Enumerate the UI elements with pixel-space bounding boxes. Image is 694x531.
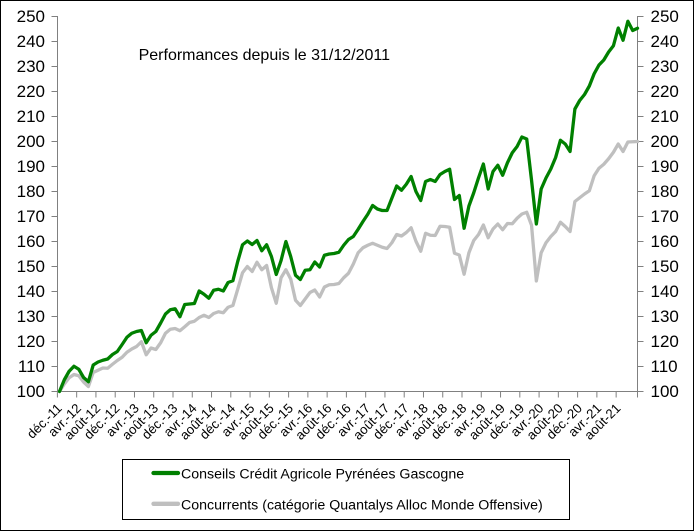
svg-text:160: 160 xyxy=(17,232,45,251)
svg-text:210: 210 xyxy=(651,107,679,126)
svg-text:140: 140 xyxy=(17,282,45,301)
svg-text:240: 240 xyxy=(651,32,679,51)
svg-text:110: 110 xyxy=(18,357,45,376)
svg-text:220: 220 xyxy=(17,82,45,101)
svg-text:100: 100 xyxy=(651,382,679,401)
svg-text:120: 120 xyxy=(651,332,679,351)
svg-text:130: 130 xyxy=(651,307,679,326)
svg-text:180: 180 xyxy=(651,182,679,201)
svg-text:230: 230 xyxy=(651,57,679,76)
svg-text:100: 100 xyxy=(17,382,45,401)
svg-text:180: 180 xyxy=(17,182,45,201)
svg-text:230: 230 xyxy=(17,57,45,76)
svg-text:110: 110 xyxy=(651,357,678,376)
svg-text:130: 130 xyxy=(17,307,45,326)
svg-text:250: 250 xyxy=(17,7,45,26)
svg-text:170: 170 xyxy=(651,207,679,226)
svg-text:210: 210 xyxy=(17,107,45,126)
svg-text:200: 200 xyxy=(17,132,45,151)
svg-text:160: 160 xyxy=(651,232,679,251)
svg-text:220: 220 xyxy=(651,82,679,101)
svg-text:170: 170 xyxy=(17,207,45,226)
svg-text:140: 140 xyxy=(651,282,679,301)
svg-text:150: 150 xyxy=(651,257,679,276)
svg-text:Performances depuis le 31/12/2: Performances depuis le 31/12/2011 xyxy=(139,47,391,64)
svg-text:250: 250 xyxy=(651,7,679,26)
svg-text:120: 120 xyxy=(17,332,45,351)
svg-text:190: 190 xyxy=(17,157,45,176)
svg-text:Conseils Crédit Agricole Pyrén: Conseils Crédit Agricole Pyrénées Gascog… xyxy=(181,466,464,482)
svg-text:200: 200 xyxy=(651,132,679,151)
svg-text:150: 150 xyxy=(17,257,45,276)
svg-text:Concurrents (catégorie Quantal: Concurrents (catégorie Quantalys Alloc M… xyxy=(181,498,543,514)
svg-text:240: 240 xyxy=(17,32,45,51)
svg-text:190: 190 xyxy=(651,157,679,176)
